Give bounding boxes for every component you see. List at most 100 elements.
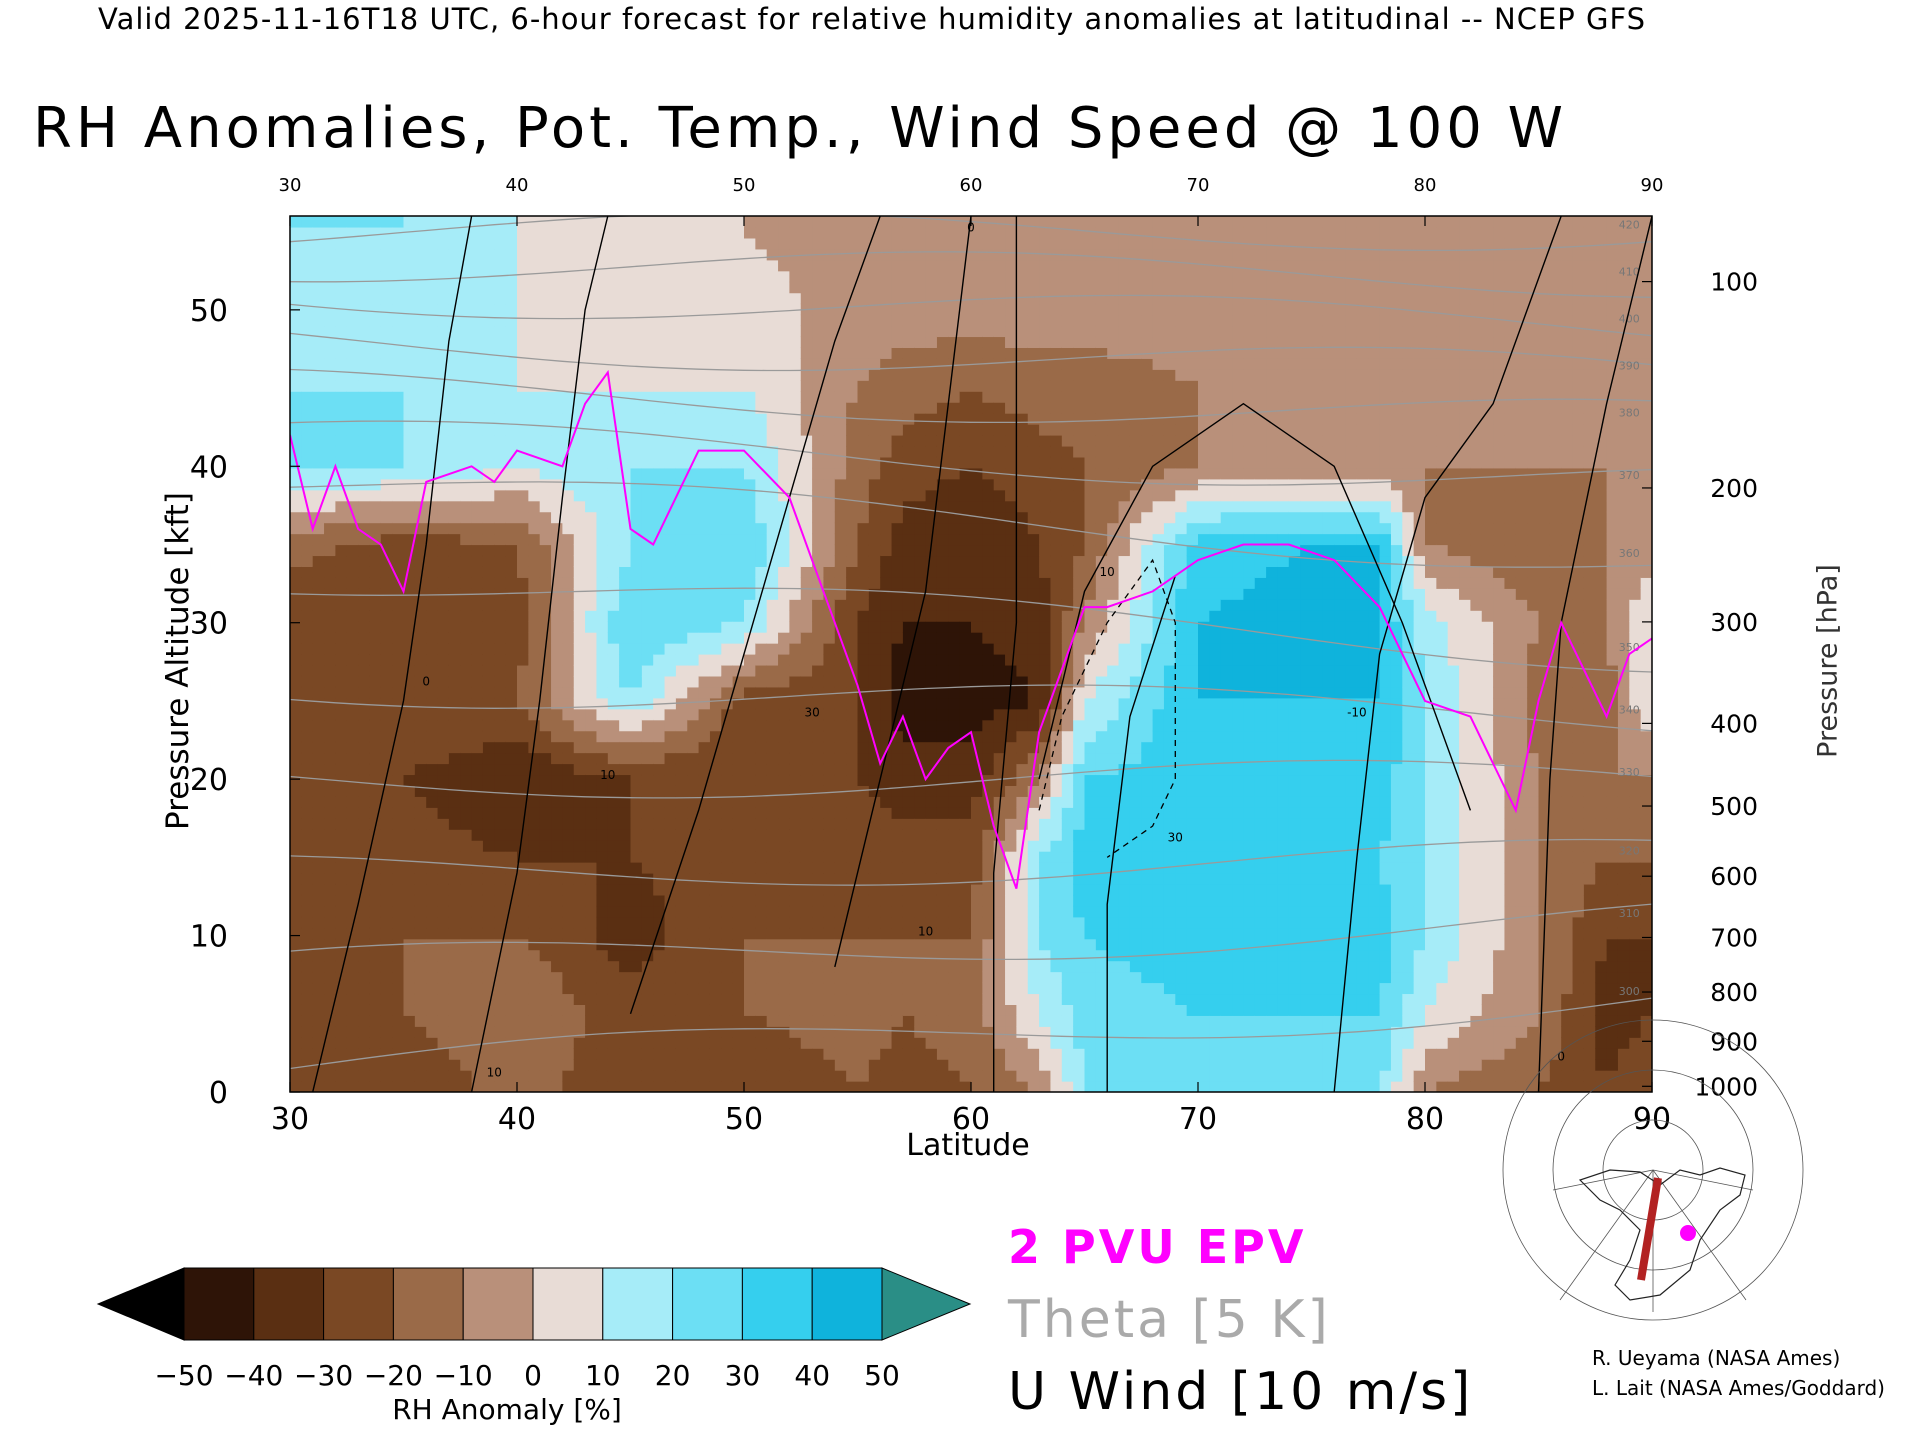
heatmap-cell	[585, 292, 598, 305]
heatmap-cell	[596, 369, 609, 381]
heatmap-cell	[460, 960, 473, 973]
heatmap-cell	[914, 654, 927, 666]
heatmap-cell	[437, 840, 450, 852]
heatmap-cell	[312, 314, 325, 327]
heatmap-cell	[744, 686, 756, 699]
heatmap-cell	[732, 927, 745, 940]
heatmap-cell	[846, 818, 859, 830]
heatmap-cell	[573, 500, 586, 513]
heatmap-cell	[744, 664, 756, 677]
heatmap-cell	[460, 248, 473, 261]
heatmap-cell	[880, 938, 893, 951]
heatmap-cell	[358, 1015, 371, 1027]
heatmap-cell	[403, 314, 416, 327]
heatmap-cell	[925, 467, 938, 480]
heatmap-cell	[324, 413, 336, 425]
rh-anomaly-heatmap	[290, 216, 1652, 1092]
heatmap-cell	[653, 456, 666, 469]
heatmap-cell	[687, 303, 700, 316]
heatmap-cell	[448, 664, 461, 677]
heatmap-cell	[778, 281, 790, 294]
heatmap-cell	[539, 292, 552, 305]
heatmap-cell	[471, 424, 484, 436]
heatmap-cell	[993, 752, 1006, 765]
heatmap-cell	[857, 818, 870, 830]
heatmap-cell	[698, 380, 711, 392]
heatmap-cell	[437, 862, 450, 874]
heatmap-cell	[437, 949, 450, 962]
heatmap-cell	[335, 664, 348, 677]
heatmap-cell	[528, 500, 541, 513]
heatmap-cell	[573, 1048, 586, 1060]
heatmap-cell	[380, 807, 393, 819]
heatmap-cell	[358, 380, 371, 392]
heatmap-cell	[891, 938, 904, 951]
heatmap-cell	[789, 303, 802, 316]
heatmap-cell	[460, 599, 473, 611]
heatmap-cell	[664, 402, 677, 414]
heatmap-cell	[687, 708, 700, 721]
heatmap-cell	[721, 993, 734, 1005]
heatmap-cell	[335, 1070, 348, 1082]
heatmap-cell	[494, 489, 507, 502]
heatmap-cell	[971, 1070, 983, 1082]
heatmap-cell	[562, 336, 575, 348]
heatmap-cell	[846, 654, 859, 666]
heatmap-cell	[630, 456, 643, 469]
heatmap-cell	[517, 785, 529, 797]
heatmap-cell	[312, 774, 325, 786]
heatmap-cell	[721, 763, 734, 776]
heatmap-cell	[369, 445, 382, 458]
heatmap-cell	[959, 325, 972, 338]
heatmap-cell	[414, 818, 427, 830]
heatmap-cell	[880, 686, 893, 699]
heatmap-cell	[539, 478, 552, 491]
heatmap-cell	[755, 752, 768, 765]
heatmap-cell	[346, 1015, 359, 1027]
heatmap-cell	[641, 643, 654, 655]
heatmap-cell	[653, 675, 666, 688]
heatmap-cell	[290, 478, 302, 491]
heatmap-cell	[585, 873, 598, 885]
heatmap-cell	[619, 752, 632, 765]
heatmap-cell	[766, 807, 779, 819]
heatmap-cell	[732, 1059, 745, 1071]
heatmap-cell	[358, 774, 371, 786]
heatmap-cell	[709, 610, 722, 622]
heatmap-cell	[925, 610, 938, 622]
heatmap-cell	[925, 686, 938, 699]
heatmap-cell	[857, 632, 870, 644]
heatmap-cell	[993, 851, 1006, 863]
heatmap-cell	[369, 752, 382, 765]
heatmap-cell	[959, 971, 972, 984]
heatmap-cell	[551, 938, 563, 951]
heatmap-cell	[744, 632, 756, 644]
heatmap-cell	[925, 708, 938, 721]
heatmap-cell	[993, 894, 1006, 907]
heatmap-cell	[346, 270, 359, 283]
heatmap-cell	[312, 358, 325, 370]
heatmap-cell	[448, 916, 461, 929]
heatmap-cell	[392, 905, 405, 918]
heatmap-cell	[721, 467, 734, 480]
heatmap-cell	[880, 982, 893, 995]
heatmap-cell	[971, 281, 983, 294]
heatmap-cell	[732, 960, 745, 973]
heatmap-cell	[494, 347, 507, 359]
heatmap-cell	[551, 894, 563, 907]
heatmap-cell	[709, 829, 722, 841]
heatmap-cell	[868, 708, 881, 721]
heatmap-cell	[392, 413, 405, 425]
heatmap-cell	[687, 785, 700, 797]
heatmap-cell	[494, 1004, 507, 1016]
heatmap-cell	[539, 555, 552, 567]
heatmap-cell	[528, 916, 541, 929]
heatmap-cell	[358, 577, 371, 589]
heatmap-cell	[993, 730, 1006, 743]
heatmap-cell	[732, 774, 745, 786]
heatmap-cell	[528, 610, 541, 622]
heatmap-cell	[959, 347, 972, 359]
heatmap-cell	[902, 435, 915, 447]
heatmap-cell	[675, 413, 688, 425]
heatmap-cell	[721, 1081, 734, 1092]
